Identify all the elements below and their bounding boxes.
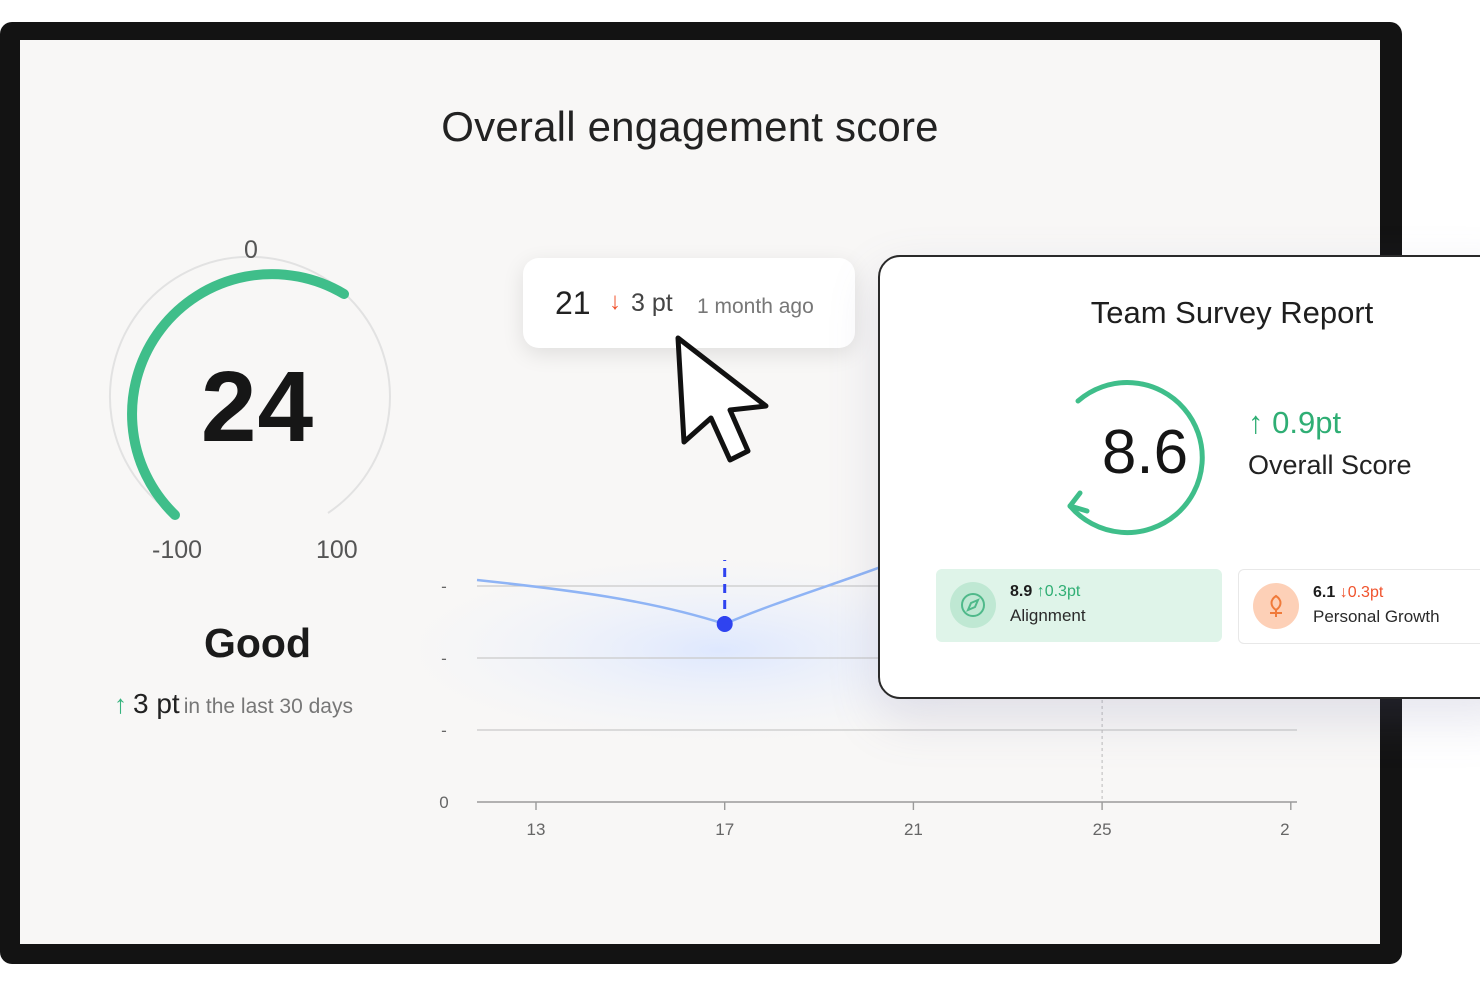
metric-tile-personal-growth[interactable]: 6.1 ↓0.3pt Personal Growth (1238, 569, 1480, 644)
series-line (476, 560, 904, 626)
page-title: Overall engagement score (441, 103, 939, 150)
overall-score-value: 8.6 (1101, 418, 1189, 487)
tile-label: Personal Growth (1313, 607, 1440, 626)
overall-delta-text: 0.9pt (1272, 405, 1342, 440)
arrow-up-icon: ↑ (1036, 583, 1045, 600)
rating-label: Good (203, 620, 312, 666)
gauge-chart (109, 255, 391, 520)
tooltip-time: 1 month ago (697, 295, 814, 318)
tooltip-delta: 3 pt (631, 289, 673, 317)
overall-score-label: Overall Score (1248, 450, 1412, 480)
trend-period: in the last 30 days (183, 695, 353, 718)
x-tick-label: 2 (1280, 820, 1289, 839)
gauge-fill (127, 269, 349, 520)
tile-label: Alignment (1010, 606, 1086, 625)
y-tick-label: - (441, 721, 447, 740)
tooltip-value: 21 (555, 285, 591, 321)
card-title: Team Survey Report (1090, 295, 1374, 330)
tile-value: 6.1 (1313, 584, 1336, 601)
tile-metric-line: 6.1 ↓0.3pt (1313, 584, 1383, 602)
tile-delta: 0.3pt (1044, 583, 1081, 600)
tile-metric-line: 8.9 ↑0.3pt (1010, 583, 1080, 601)
gauge-max-label: 100 (316, 536, 358, 564)
x-tick-label: 25 (1093, 820, 1112, 839)
x-tick-label: 13 (527, 820, 546, 839)
gauge-track (109, 255, 391, 516)
growth-icon (1253, 583, 1299, 629)
metric-tile-alignment[interactable]: 8.9 ↑0.3pt Alignment (936, 569, 1222, 642)
gauge-min-label: -100 (152, 536, 203, 564)
refresh-ring-icon (1067, 380, 1205, 536)
hover-point (716, 616, 733, 632)
arrow-down-icon: ↓ (1339, 584, 1348, 601)
arrow-up-icon: ↑ (1248, 405, 1264, 440)
trend-value: 3 pt (133, 688, 180, 719)
tile-value: 8.9 (1010, 583, 1033, 600)
y-tick-label: - (441, 577, 447, 596)
team-survey-card[interactable]: Team Survey Report 8.6 ↑ 0.9pt Overall S… (878, 255, 1480, 699)
tile-delta: 0.3pt (1347, 584, 1384, 601)
mouse-cursor-icon (675, 335, 769, 463)
x-tick-label: 17 (715, 820, 734, 839)
hover-tooltip: 21 ↓ 3 pt 1 month ago (523, 258, 855, 348)
overall-score-delta: ↑ 0.9pt (1248, 405, 1341, 441)
arrow-up-icon: ↑ (114, 689, 127, 719)
gauge-value: 24 (200, 351, 315, 463)
trend-row: ↑ 3 pt in the last 30 days (114, 688, 353, 720)
gauge-mid-label: 0 (244, 236, 258, 264)
y-tick-label: - (441, 649, 447, 668)
arrow-down-icon: ↓ (609, 288, 621, 315)
y-tick-label: 0 (439, 793, 448, 812)
x-tick-label: 21 (904, 820, 923, 839)
compass-icon (950, 582, 996, 628)
